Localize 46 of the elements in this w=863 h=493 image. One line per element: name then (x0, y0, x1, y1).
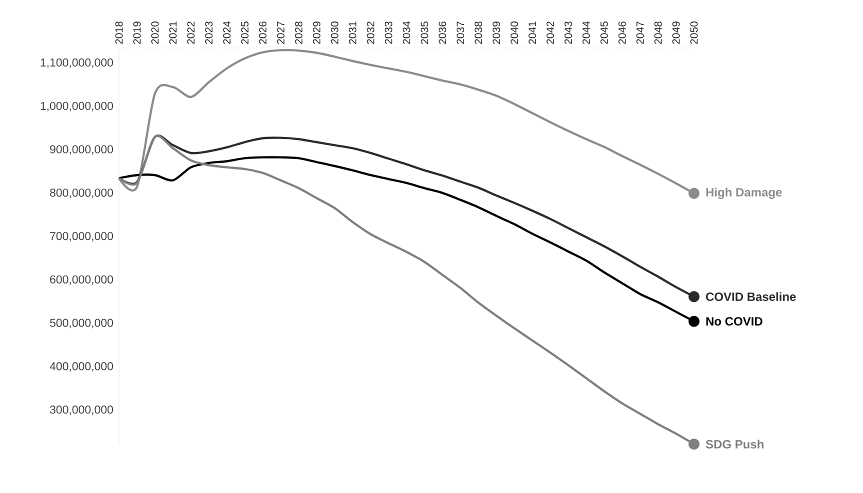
x-tick-label: 2044 (582, 21, 590, 44)
x-tick-label: 2023 (205, 22, 213, 44)
x-tick-label: 2036 (438, 22, 446, 44)
x-tick-label: 2022 (187, 22, 195, 44)
x-tick-label: 2048 (654, 22, 662, 44)
x-tick-label: 2043 (564, 22, 572, 44)
y-tick-label: 300,000,000 (50, 406, 114, 416)
x-tick-label: 2050 (690, 22, 698, 44)
y-tick-label: 600,000,000 (50, 275, 114, 285)
x-tick-label: 2039 (492, 22, 500, 44)
x-tick-label: 2026 (259, 22, 266, 44)
y-tick-label: 1,000,000,000 (40, 102, 114, 112)
x-tick-label: 2045 (600, 22, 608, 44)
y-tick-label: 900,000,000 (50, 145, 114, 155)
x-tick-label: 2049 (672, 22, 680, 44)
y-tick-label: 800,000,000 (50, 188, 114, 198)
x-tick-label: 2020 (151, 22, 159, 44)
x-tick-label: 2030 (330, 22, 338, 44)
x-tick-label: 2029 (312, 22, 320, 44)
x-tick-label: 2038 (474, 22, 482, 44)
x-tick-label: 2034 (402, 21, 410, 44)
x-tick-label: 2027 (277, 22, 284, 44)
x-tick-label: 2041 (528, 22, 536, 44)
x-tick-label: 2031 (348, 22, 356, 44)
x-tick-label: 2047 (636, 22, 644, 44)
x-tick-label: 2046 (618, 22, 626, 44)
y-tick-label: 700,000,000 (50, 232, 114, 242)
x-tick-label: 2037 (456, 22, 464, 44)
series-label: No COVID (706, 317, 762, 326)
x-tick-label: 2019 (133, 22, 141, 44)
x-tick-label: 2025 (241, 22, 249, 44)
x-tick-label: 2018 (115, 22, 123, 44)
x-tick-label: 2040 (510, 22, 518, 44)
x-tick-label: 2033 (384, 22, 392, 44)
y-tick-label: 500,000,000 (50, 318, 114, 328)
x-tick-label: 2032 (366, 22, 374, 44)
series-label: High Damage (706, 188, 782, 199)
x-tick-label: 2042 (546, 22, 554, 44)
x-tick-label: 2021 (169, 22, 177, 44)
series-label: SDG Push (706, 440, 764, 449)
y-tick-label: 400,000,000 (50, 362, 114, 372)
y-tick-label: 1,100,000,000 (40, 58, 114, 68)
x-tick-label: 2035 (420, 22, 428, 44)
x-tick-label: 2028 (294, 22, 302, 44)
series-label: COVID Baseline (706, 292, 796, 301)
x-tick-label: 2024 (223, 21, 231, 44)
